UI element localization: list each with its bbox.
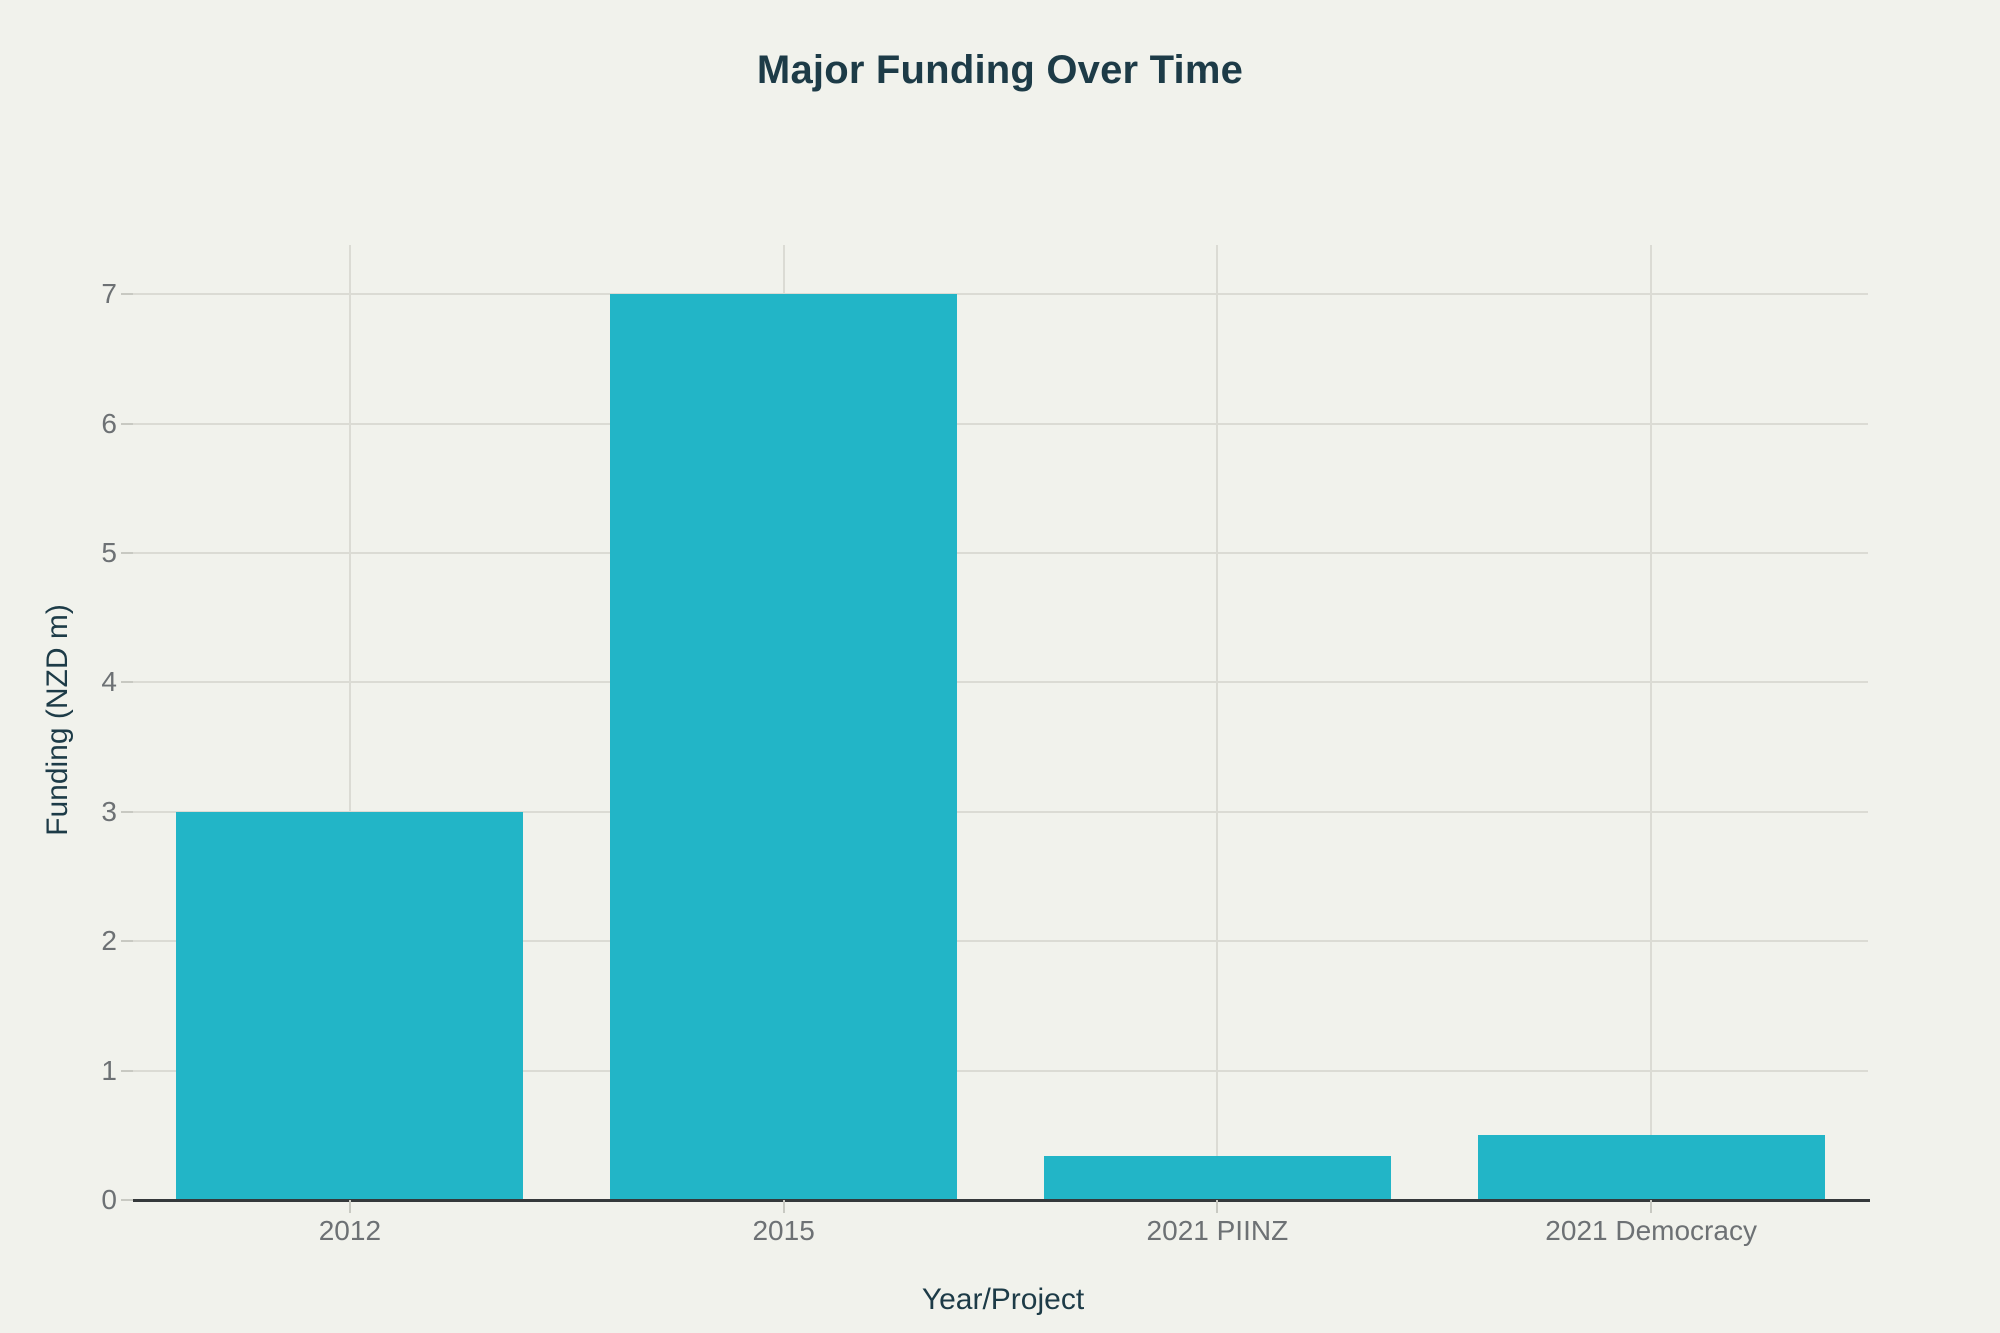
x-tick-label-4: 2021 Democracy [1545,1215,1757,1246]
y-tick-mark-2 [121,940,133,943]
y-tick-mark-4 [121,681,133,684]
y-tick-label-6: 6 [101,407,117,439]
y-tick-label-0: 0 [101,1184,117,1215]
h-gridline-6 [133,422,1868,425]
y-tick-label-4: 4 [101,666,117,698]
v-gridline-3 [1216,245,1219,1200]
bar-2015[interactable] [610,294,958,1200]
x-tick-label-3: 2021 PIINZ [1146,1215,1289,1246]
y-tick-mark-1 [121,1069,133,1072]
y-tick-label-7: 7 [101,278,117,310]
x-tick-mark-1 [348,1200,351,1213]
x-tick-mark-2 [782,1200,785,1213]
chart-title: Major Funding Over Time [756,48,1244,92]
x-tick-label-2: 2015 [752,1215,815,1246]
bar-2012[interactable] [176,811,524,1200]
y-tick-mark-3 [121,810,133,813]
h-gridline-5 [133,551,1868,554]
y-tick-mark-6 [121,422,133,425]
h-gridline-3 [133,810,1868,813]
y-tick-label-5: 5 [101,536,117,568]
y-tick-label-3: 3 [101,795,117,827]
h-gridline-1 [133,1069,1868,1072]
x-tick-label-1: 2012 [318,1215,382,1246]
y-tick-mark-0 [121,1199,133,1201]
y-tick-label-1: 1 [101,1054,117,1086]
x-tick-mark-4 [1650,1200,1653,1213]
y-tick-mark-7 [121,293,133,296]
v-gridline-1 [348,245,351,1200]
h-gridline-2 [133,940,1868,943]
y-tick-label-2: 2 [101,925,117,957]
h-gridline-4 [133,681,1868,684]
v-gridline-4 [1650,245,1653,1200]
x-axis-title: Year/Project [921,1283,1085,1316]
y-tick-mark-5 [121,551,133,554]
bar-2021-democracy[interactable] [1477,1135,1825,1200]
x-tick-mark-3 [1216,1200,1219,1213]
x-axis-line [133,1199,1870,1202]
h-gridline-7 [133,293,1868,296]
bar-2021-piinz[interactable] [1043,1156,1391,1200]
